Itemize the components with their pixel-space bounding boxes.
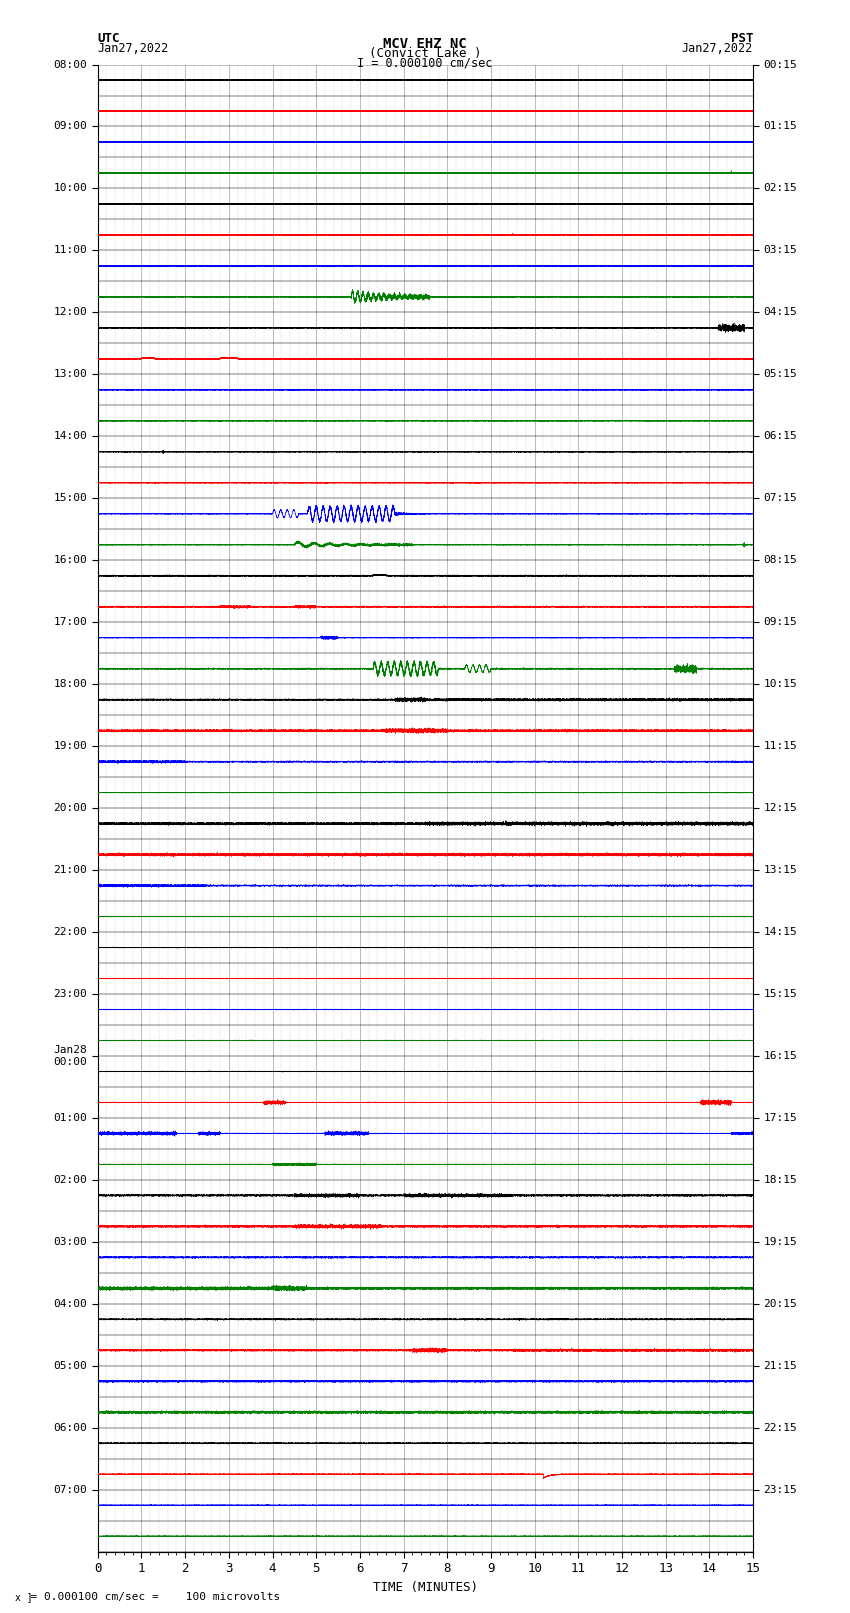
Text: x ]: x ] [15, 1592, 33, 1602]
Text: PST: PST [731, 32, 753, 45]
Text: UTC: UTC [98, 32, 120, 45]
Text: (Convict Lake ): (Convict Lake ) [369, 47, 481, 60]
Text: MCV EHZ NC: MCV EHZ NC [383, 37, 467, 52]
Text: Jan27,2022: Jan27,2022 [682, 42, 753, 55]
X-axis label: TIME (MINUTES): TIME (MINUTES) [373, 1581, 478, 1594]
Text: I = 0.000100 cm/sec: I = 0.000100 cm/sec [357, 56, 493, 69]
Text: = 0.000100 cm/sec =    100 microvolts: = 0.000100 cm/sec = 100 microvolts [17, 1592, 280, 1602]
Text: Jan27,2022: Jan27,2022 [98, 42, 169, 55]
